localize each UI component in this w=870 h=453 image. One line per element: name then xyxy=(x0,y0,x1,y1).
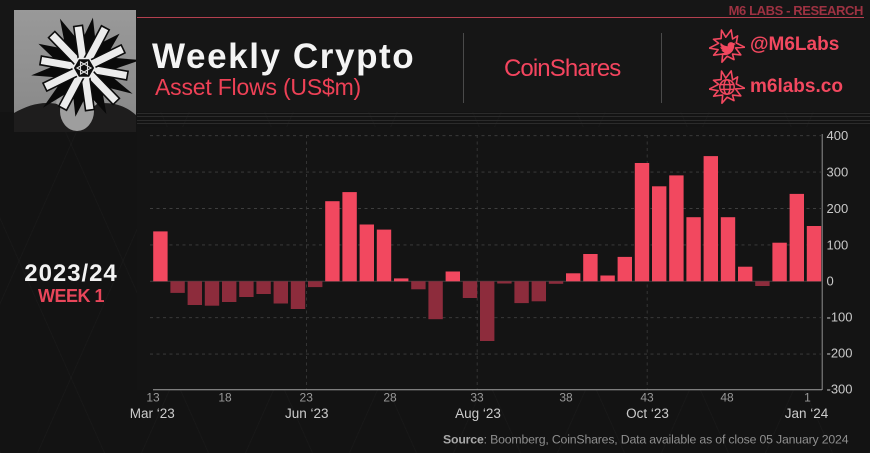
svg-text:Oct ‘23: Oct ‘23 xyxy=(626,406,669,421)
svg-text:-200: -200 xyxy=(827,346,853,361)
svg-text:Jun ‘23: Jun ‘23 xyxy=(285,406,329,421)
svg-text:0: 0 xyxy=(827,273,834,288)
svg-text:-100: -100 xyxy=(827,309,853,324)
svg-text:400: 400 xyxy=(827,128,849,143)
svg-text:Jan ‘24: Jan ‘24 xyxy=(785,406,829,421)
svg-text:1: 1 xyxy=(804,391,811,405)
svg-text:Source: Boomberg, CoinShares,: Source: Boomberg, CoinShares, Data avail… xyxy=(443,433,849,447)
svg-text:Mar ‘23: Mar ‘23 xyxy=(130,406,175,421)
svg-text:38: 38 xyxy=(559,391,573,405)
svg-text:Aug ‘23: Aug ‘23 xyxy=(455,406,501,421)
svg-text:33: 33 xyxy=(470,391,484,405)
svg-text:-300: -300 xyxy=(827,381,853,396)
svg-text:100: 100 xyxy=(827,237,849,252)
svg-text:23: 23 xyxy=(300,391,314,405)
svg-text:43: 43 xyxy=(640,391,654,405)
svg-text:18: 18 xyxy=(218,391,232,405)
svg-text:28: 28 xyxy=(383,391,397,405)
svg-text:48: 48 xyxy=(720,391,734,405)
svg-text:200: 200 xyxy=(827,201,849,216)
svg-text:300: 300 xyxy=(827,165,849,180)
svg-text:13: 13 xyxy=(146,391,160,405)
